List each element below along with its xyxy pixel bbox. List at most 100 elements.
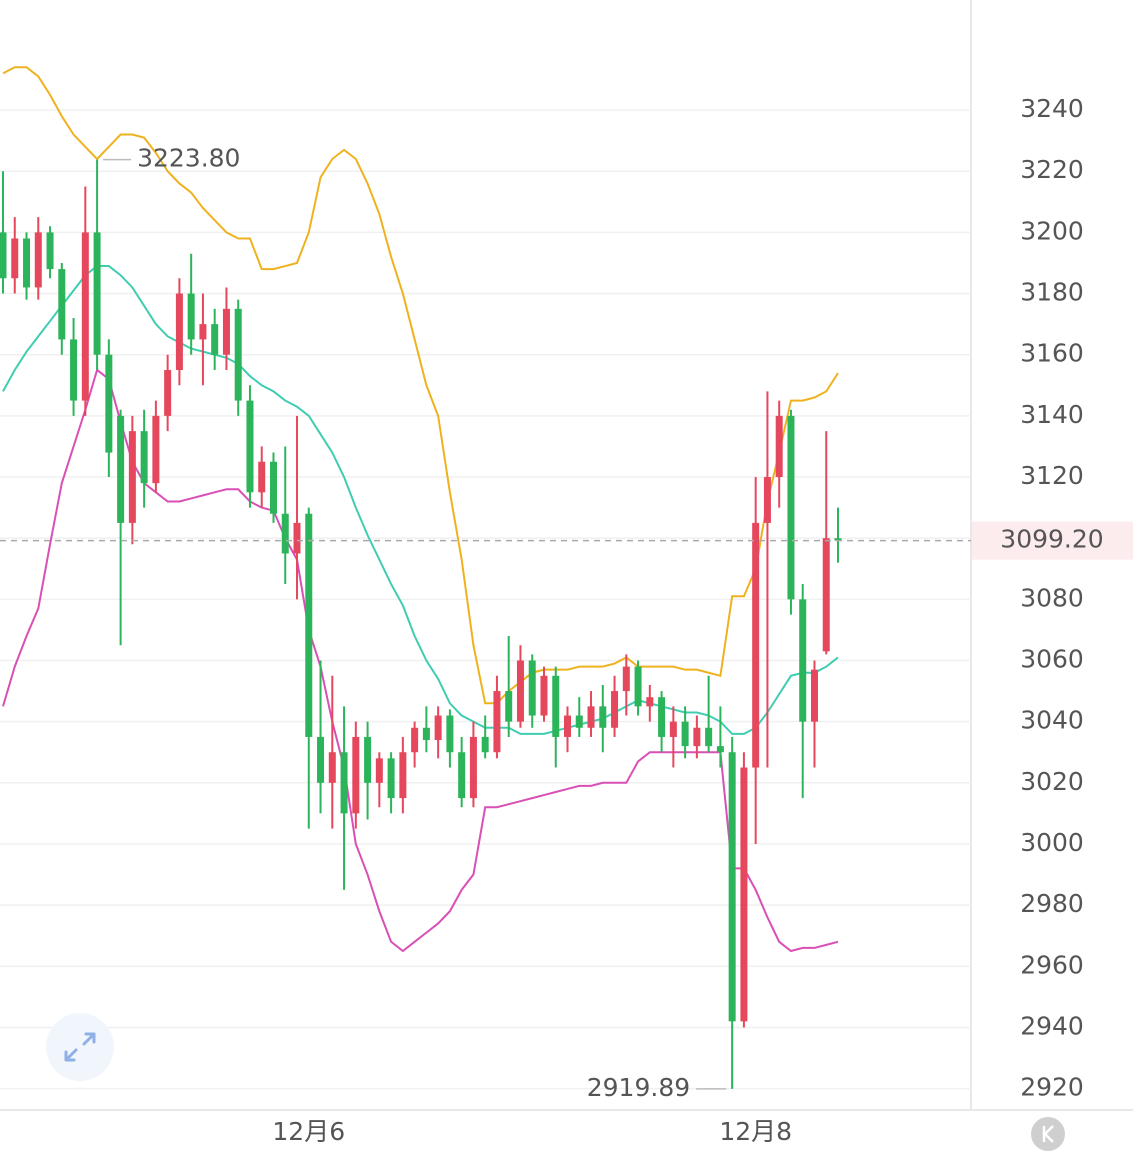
candle-body	[293, 522, 301, 554]
y-tick-label: 3040	[1020, 706, 1084, 735]
y-tick-label: 2920	[1020, 1073, 1084, 1102]
candle-body	[422, 727, 430, 740]
candle-body	[117, 415, 125, 523]
candle-body	[328, 752, 336, 783]
y-tick-label: 3240	[1020, 94, 1084, 123]
candle-body	[317, 736, 325, 783]
candle-body	[375, 758, 383, 783]
candle-body	[634, 666, 642, 707]
candle-body	[575, 715, 583, 728]
candle-body	[587, 706, 595, 728]
y-tick-label: 3000	[1020, 828, 1084, 857]
candle-body	[681, 721, 689, 747]
candle-body	[140, 431, 148, 484]
last-price-label: 3099.20	[1000, 525, 1103, 554]
annotations: 3223.80 2919.89 3099.20	[0, 144, 1133, 1102]
candle-body	[199, 324, 207, 340]
y-tick-label: 2940	[1020, 1011, 1084, 1040]
candles	[0, 159, 842, 1089]
band-line	[2, 265, 839, 735]
candle-body	[622, 666, 630, 692]
candle-body	[352, 736, 360, 814]
candle-body	[434, 715, 442, 740]
annotation-label: 3223.80	[137, 144, 240, 173]
y-tick-label: 3180	[1020, 278, 1084, 307]
candle-body	[763, 477, 771, 523]
candle-body	[552, 675, 560, 737]
candle-body	[493, 691, 501, 753]
candle-body	[364, 736, 372, 783]
candle-body	[269, 461, 277, 514]
last-price-box	[972, 521, 1133, 560]
y-tick-label: 3220	[1020, 155, 1084, 184]
y-tick-label: 3020	[1020, 767, 1084, 796]
candle-body	[411, 727, 419, 753]
candle-body	[70, 339, 78, 401]
y-tick-label: 3080	[1020, 583, 1084, 612]
candle-body	[175, 293, 183, 370]
candle-body	[446, 715, 454, 753]
y-tick-label: 2960	[1020, 950, 1084, 979]
candle-body	[822, 538, 830, 652]
candle-body	[34, 232, 42, 288]
candle-body	[58, 269, 66, 340]
grid: 2920294029602980300030203040306030803100…	[0, 94, 1084, 1146]
y-tick-label: 3120	[1020, 461, 1084, 490]
k-button[interactable]	[1031, 1117, 1065, 1151]
candle-body	[11, 238, 19, 279]
y-tick-label: 3200	[1020, 216, 1084, 245]
candle-body	[564, 715, 572, 737]
y-tick-label: 3140	[1020, 400, 1084, 429]
candle-body	[81, 232, 89, 401]
band-line	[2, 66, 839, 705]
candle-body	[23, 238, 31, 288]
candle-body	[611, 691, 619, 728]
candle-body	[799, 599, 807, 722]
candle-body	[646, 697, 654, 707]
candle-body	[340, 752, 348, 814]
candle-body	[599, 706, 607, 728]
candle-body	[93, 232, 101, 355]
candle-body	[258, 461, 266, 493]
candle-body	[740, 767, 748, 1022]
candle-body	[787, 415, 795, 600]
candle-body	[281, 513, 289, 554]
y-tick-label: 2980	[1020, 889, 1084, 918]
candle-body	[164, 370, 172, 416]
candle-body	[752, 522, 760, 768]
candle-body	[669, 721, 677, 737]
candle-body	[693, 727, 701, 747]
y-tick-label: 3160	[1020, 339, 1084, 368]
y-tick-label: 3060	[1020, 644, 1084, 673]
candle-body	[540, 675, 548, 716]
candle-body	[222, 308, 230, 355]
candle-body	[128, 431, 136, 523]
candle-body	[46, 232, 54, 270]
candle-body	[705, 727, 713, 747]
candle-body	[152, 415, 160, 484]
candle-body	[505, 691, 513, 722]
candle-body	[528, 660, 536, 716]
candle-body	[658, 697, 666, 737]
expand-button[interactable]	[46, 1013, 114, 1081]
candle-body	[234, 308, 242, 401]
candle-body	[0, 232, 7, 279]
candle-body	[716, 746, 724, 753]
candle-body	[211, 324, 219, 355]
candle-body	[728, 752, 736, 1022]
candle-body	[775, 415, 783, 478]
candle-body	[834, 538, 842, 541]
candle-body	[810, 669, 818, 722]
candle-body	[469, 736, 477, 799]
annotation-label: 2919.89	[587, 1073, 690, 1102]
candle-body	[305, 513, 313, 737]
candle-body	[105, 354, 113, 453]
candle-body	[246, 400, 254, 493]
candle-body	[387, 758, 395, 799]
candle-body	[187, 293, 195, 340]
candle-body	[399, 752, 407, 799]
candle-body	[516, 660, 524, 722]
x-tick-label: 12月8	[719, 1117, 792, 1146]
